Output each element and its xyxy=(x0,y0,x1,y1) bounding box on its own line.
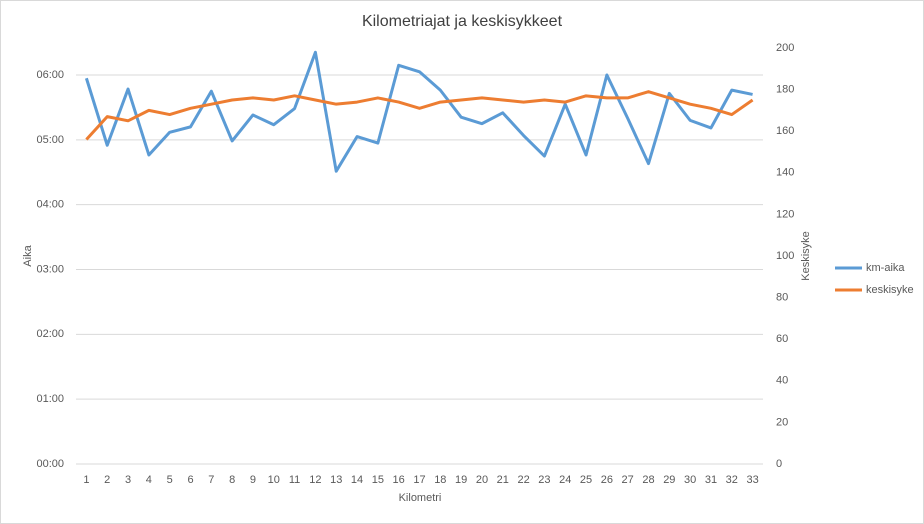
x-tick-label: 17 xyxy=(413,474,425,486)
series-line xyxy=(84,50,753,173)
legend-label: keskisyke xyxy=(866,284,914,296)
x-tick-label: 25 xyxy=(580,474,592,486)
y-axis-title: Aika xyxy=(22,244,34,266)
x-tick-label: 6 xyxy=(187,474,193,486)
x-axis-title: Kilometri xyxy=(399,492,442,504)
x-tick-label: 23 xyxy=(538,474,550,486)
y-tick-label: 06:00 xyxy=(36,69,64,81)
y2-tick-label: 60 xyxy=(776,333,788,345)
y2-tick-label: 20 xyxy=(776,416,788,428)
legend-label: km-aika xyxy=(866,262,905,274)
y2-tick-label: 140 xyxy=(776,167,794,179)
x-tick-label: 7 xyxy=(208,474,214,486)
x-tick-label: 1 xyxy=(83,474,89,486)
y-tick-label: 02:00 xyxy=(36,328,64,340)
y2-tick-label: 40 xyxy=(776,375,788,387)
x-tick-label: 5 xyxy=(167,474,173,486)
y2-tick-label: 160 xyxy=(776,125,794,137)
x-tick-label: 19 xyxy=(455,474,467,486)
x-tick-label: 12 xyxy=(309,474,321,486)
x-tick-label: 14 xyxy=(351,474,363,486)
x-tick-label: 13 xyxy=(330,474,342,486)
x-tick-label: 10 xyxy=(268,474,280,486)
y2-tick-label: 200 xyxy=(776,42,794,54)
x-tick-label: 8 xyxy=(229,474,235,486)
y2-tick-label: 120 xyxy=(776,208,794,220)
x-tick-label: 9 xyxy=(250,474,256,486)
x-tick-label: 15 xyxy=(372,474,384,486)
x-tick-label: 33 xyxy=(746,474,758,486)
x-tick-label: 31 xyxy=(705,474,717,486)
x-tick-label: 32 xyxy=(726,474,738,486)
x-tick-label: 27 xyxy=(622,474,634,486)
y-tick-label: 04:00 xyxy=(36,199,64,211)
x-tick-label: 20 xyxy=(476,474,488,486)
x-tick-label: 3 xyxy=(125,474,131,486)
y-tick-label: 01:00 xyxy=(36,393,64,405)
y2-tick-label: 180 xyxy=(776,84,794,96)
y-tick-label: 03:00 xyxy=(36,263,64,275)
x-tick-label: 24 xyxy=(559,474,571,486)
x-tick-label: 16 xyxy=(393,474,405,486)
y-tick-label: 05:00 xyxy=(36,134,64,146)
x-tick-label: 28 xyxy=(642,474,654,486)
y-tick-label: 00:00 xyxy=(36,458,64,470)
x-tick-label: 22 xyxy=(517,474,529,486)
series-line xyxy=(85,90,754,141)
x-tick-label: 4 xyxy=(146,474,152,486)
y2-tick-label: 80 xyxy=(776,292,788,304)
y2-tick-label: 0 xyxy=(776,458,782,470)
x-tick-label: 29 xyxy=(663,474,675,486)
x-tick-label: 26 xyxy=(601,474,613,486)
y2-axis-title: Keskisyke xyxy=(800,231,812,281)
x-tick-label: 30 xyxy=(684,474,696,486)
x-tick-label: 11 xyxy=(289,474,300,486)
y2-tick-label: 100 xyxy=(776,250,794,262)
x-tick-label: 2 xyxy=(104,474,110,486)
x-tick-label: 21 xyxy=(497,474,509,486)
x-tick-label: 18 xyxy=(434,474,446,486)
chart-title: Kilometriajat ja keskisykkeet xyxy=(362,13,563,30)
